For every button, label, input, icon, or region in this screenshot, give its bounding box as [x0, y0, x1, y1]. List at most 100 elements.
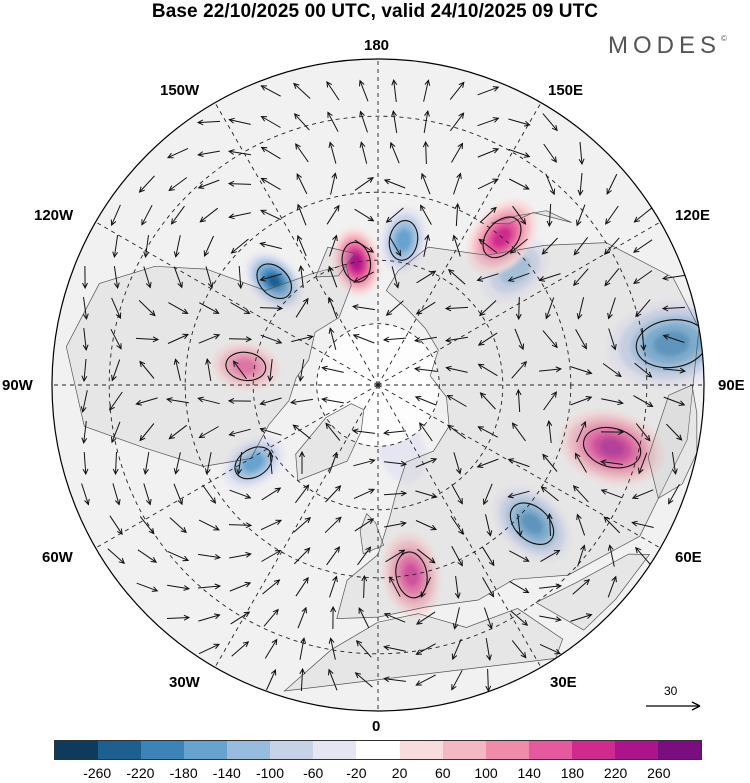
wind-vector — [227, 149, 251, 156]
contour-10 — [482, 216, 522, 259]
wind-vector — [444, 305, 469, 312]
wind-vector — [291, 334, 314, 343]
wind-vector — [113, 266, 120, 290]
wind-vector — [173, 358, 181, 381]
wind-vector — [415, 674, 436, 686]
modes-logo: MODES© — [608, 32, 727, 60]
wind-vector — [229, 581, 252, 592]
wind-vector — [81, 358, 88, 383]
wind-vector — [230, 611, 251, 625]
wind-vector — [509, 238, 528, 254]
wind-vector — [635, 423, 651, 442]
wind-vector — [543, 143, 557, 163]
wind-vector — [415, 490, 438, 499]
wind-vector — [633, 395, 654, 407]
latitude-circle-60 — [252, 259, 504, 511]
wind-vector — [198, 333, 221, 344]
wind-vector — [167, 333, 190, 344]
wind-vector — [420, 576, 432, 598]
wind-vector — [477, 332, 498, 346]
colorbar-label: 180 — [560, 765, 585, 781]
wind-vector — [509, 550, 530, 562]
wind-vector — [261, 487, 282, 501]
wind-vector — [167, 551, 190, 562]
wind-vector — [542, 453, 558, 472]
wind-vector — [198, 643, 221, 655]
wind-vector — [542, 330, 558, 349]
wind-vector — [228, 336, 253, 343]
wind-vector — [260, 519, 283, 531]
wind-vector — [227, 397, 252, 404]
wind-vector — [389, 141, 400, 164]
wind-vector — [135, 397, 158, 406]
wind-vector — [230, 238, 249, 254]
wind-vector — [479, 392, 496, 410]
wind-vector — [326, 546, 341, 566]
wind-vector — [167, 584, 191, 591]
anomaly-positive-3 — [212, 343, 280, 390]
contour-3 — [225, 351, 267, 382]
wind-vector — [292, 424, 311, 440]
wind-vector — [570, 613, 593, 622]
wind-vector — [110, 328, 122, 350]
wind-vector — [198, 613, 221, 622]
wind-vector — [295, 576, 309, 597]
colorbar-label: 260 — [647, 765, 671, 781]
wind-vector — [111, 297, 122, 320]
wind-vector — [82, 451, 89, 476]
wind-vector — [451, 638, 462, 661]
map-title: Base 22/10/2025 00 UTC, valid 24/10/2025… — [151, 1, 599, 22]
wind-vector — [545, 297, 555, 320]
colorbar-label: -180 — [169, 765, 198, 781]
wind-vector — [294, 484, 310, 504]
wind-vector — [321, 365, 344, 373]
wind-vector — [166, 147, 189, 159]
wind-vector — [454, 576, 461, 600]
wind-vector — [230, 302, 251, 315]
wind-vector — [202, 484, 217, 504]
wind-vector — [267, 359, 274, 383]
colorbar-segment-3 — [184, 741, 228, 759]
wind-vector — [293, 113, 310, 131]
wind-vector — [419, 422, 433, 442]
colorbar-segment-12 — [571, 741, 615, 759]
wind-vector — [578, 141, 585, 166]
wind-vector — [143, 235, 150, 258]
wind-vector — [510, 610, 529, 626]
wind-vector — [447, 268, 466, 285]
wind-vector — [423, 109, 430, 133]
wind-vector — [296, 234, 307, 257]
wind-vector — [354, 208, 375, 222]
wind-vector — [416, 270, 437, 284]
label-120e: 120E — [675, 207, 711, 224]
wind-vector — [508, 148, 531, 158]
wind-vector — [82, 328, 89, 352]
wind-vector — [445, 365, 468, 373]
latitude-circle-75 — [316, 323, 440, 447]
colorbar-label: 100 — [474, 765, 498, 781]
wind-vector — [321, 397, 344, 404]
wind-vector — [478, 238, 498, 254]
wind-vector — [324, 516, 342, 534]
wind-vector — [601, 398, 624, 406]
wind-vector — [600, 429, 625, 436]
wind-vector — [353, 458, 376, 467]
wind-vector — [451, 142, 464, 163]
wind-vector — [509, 580, 530, 594]
wind-vector — [420, 204, 432, 225]
wind-vector — [514, 328, 525, 351]
colorbar — [54, 740, 702, 760]
label-0: 0 — [372, 718, 381, 735]
map-border — [51, 58, 705, 712]
wind-vector — [299, 450, 305, 474]
wind-vector — [385, 300, 404, 316]
wind-vector — [416, 548, 436, 564]
colorbar-label: -260 — [83, 765, 112, 781]
wind-vector — [382, 336, 407, 343]
wind-vector — [450, 515, 464, 536]
wind-vector — [661, 274, 685, 281]
wind-vector — [385, 207, 404, 223]
wind-vector — [325, 485, 342, 503]
colorbar-segment-9 — [442, 741, 486, 759]
wind-vector — [511, 640, 527, 659]
